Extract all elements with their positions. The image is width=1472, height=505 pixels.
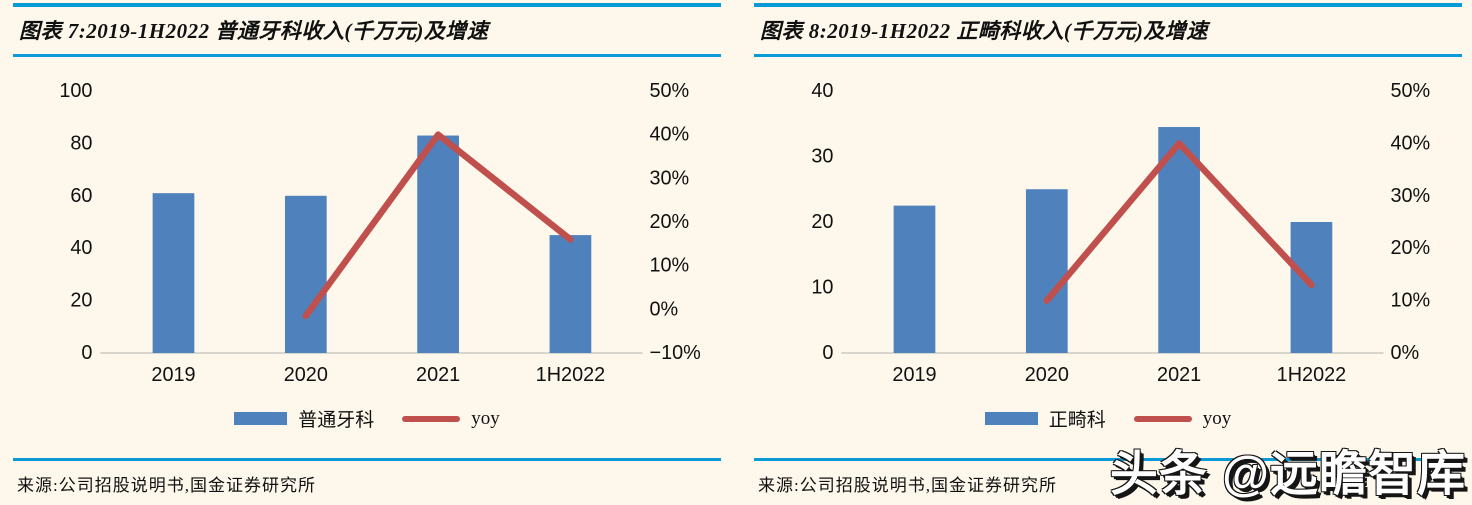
right-axis-tick: 40% [1391, 132, 1431, 154]
yoy-line [302, 131, 574, 320]
watermark: 头条 @远瞻智库 [1109, 448, 1466, 501]
x-axis-label: 1H2022 [536, 364, 605, 386]
x-axis-label: 2021 [1157, 364, 1201, 386]
right-axis-tick: 50% [650, 80, 690, 102]
yoy-line [1043, 140, 1315, 304]
right-axis-tick: 0% [650, 298, 679, 320]
bar-line-chart: 0 20 40 60 80 100 −10% 0% 10% 20% 30% 40% 50% 2019 202… [59, 80, 701, 386]
right-axis-tick: 30% [1391, 185, 1431, 207]
x-axis-label: 2020 [284, 364, 328, 386]
x-axis-label: 2021 [416, 364, 460, 386]
legend-item-yoy: yoy [1133, 407, 1232, 430]
chart-figure: 0 10 20 30 40 0% 10% 20% 30% 40% 50% 2019 2020 2021 1H… [754, 65, 1462, 395]
right-axis-tick: 20% [1391, 237, 1431, 259]
left-axis-tick: 40 [811, 80, 833, 102]
right-axis-tick: 0% [1391, 342, 1420, 364]
x-axis-label: 2020 [1025, 364, 1069, 386]
x-axis-label: 2019 [892, 364, 936, 386]
left-axis-tick: 20 [70, 290, 92, 312]
chart-legend: 普通牙科 yoy [13, 405, 721, 432]
left-axis-tick: 0 [81, 342, 92, 364]
left-axis-tick: 100 [59, 80, 92, 102]
x-axis-label: 1H2022 [1277, 364, 1346, 386]
legend-label: yoy [471, 407, 500, 429]
left-axis-tick: 30 [811, 145, 833, 167]
legend-item-revenue: 普通牙科 [234, 405, 374, 432]
right-axis-tick: 30% [650, 167, 690, 189]
left-axis-tick: 0 [822, 342, 833, 364]
chart-panel-figure-7: 图表 7:2019-1H2022 普通牙科收入(千万元)及增速 0 20 40 60 8… [13, 0, 721, 505]
line-legend-swatch-icon [402, 415, 461, 422]
source-note: 来源:公司招股说明书,国金证券研究所 [13, 458, 721, 505]
right-axis-tick: 50% [1391, 80, 1431, 102]
legend-label: 正畸科 [1048, 410, 1106, 431]
bar-legend-swatch-icon [234, 412, 288, 425]
left-axis-tick: 60 [70, 185, 92, 207]
bar-2020 [284, 195, 327, 353]
legend-label: 普通牙科 [298, 410, 375, 431]
bar-2019 [893, 205, 936, 353]
bar-2020 [1025, 189, 1068, 353]
left-axis-tick: 80 [70, 132, 92, 154]
bar-legend-swatch-icon [984, 412, 1038, 425]
x-axis-label: 2019 [151, 364, 195, 386]
chart-title: 图表 7:2019-1H2022 普通牙科收入(千万元)及增速 [13, 3, 721, 57]
bar-1H2022 [549, 235, 592, 353]
right-axis-tick: 10% [650, 255, 690, 277]
legend-item-revenue: 正畸科 [984, 405, 1106, 432]
source-note: 来源:公司招股说明书,国金证券研究所 [754, 458, 1462, 505]
chart-legend: 正畸科 yoy [754, 405, 1462, 432]
left-axis-tick: 20 [811, 211, 833, 233]
right-axis-tick: 40% [650, 124, 690, 146]
bar-line-chart: 0 10 20 30 40 0% 10% 20% 30% 40% 50% 2019 2020 2021 1H… [811, 80, 1431, 386]
line-legend-swatch-icon [1133, 415, 1192, 422]
left-axis-tick: 40 [70, 237, 92, 259]
legend-label: yoy [1202, 407, 1232, 429]
legend-item-yoy: yoy [402, 408, 500, 430]
right-axis-tick: 10% [1391, 290, 1431, 312]
left-axis-tick: 10 [811, 276, 833, 298]
right-axis-tick: 20% [650, 211, 690, 233]
chart-title: 图表 8:2019-1H2022 正畸科收入(千万元)及增速 [754, 3, 1462, 57]
bar-2019 [152, 193, 195, 353]
chart-figure: 0 20 40 60 80 100 −10% 0% 10% 20% 30% 40% 50% 2019 202… [13, 65, 721, 395]
bar-2021 [417, 135, 459, 353]
chart-panel-figure-8: 图表 8:2019-1H2022 正畸科收入(千万元)及增速 0 10 20 30 40… [754, 0, 1462, 505]
right-axis-tick: −10% [650, 342, 701, 364]
